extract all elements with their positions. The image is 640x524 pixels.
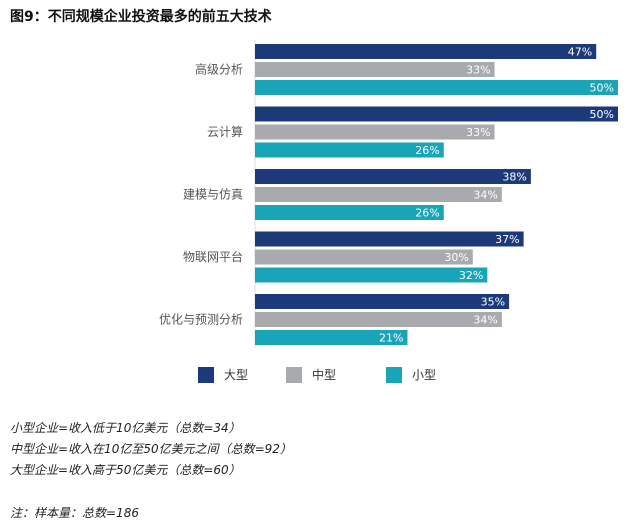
sample-size-note: 注：样本量：总数=186 xyxy=(10,506,139,520)
legend-swatch-small xyxy=(386,366,402,383)
note-medium: 中型企业=收入在10亿至50亿美元之间（总数=92） xyxy=(10,442,292,456)
bar-small-2 xyxy=(255,142,444,158)
bar-medium-3 xyxy=(255,187,502,202)
data-label-medium-4: 30% xyxy=(444,251,468,264)
category-label-4: 物联网平台 xyxy=(183,249,243,264)
data-label-large-1: 47% xyxy=(568,46,592,59)
data-label-medium-5: 34% xyxy=(473,314,497,327)
category-label-2: 云计算 xyxy=(207,124,243,139)
bar-small-1 xyxy=(255,80,618,95)
data-label-medium-2: 33% xyxy=(466,126,490,139)
data-label-large-4: 37% xyxy=(495,233,519,246)
legend-swatch-medium xyxy=(286,366,302,383)
data-label-small-2: 26% xyxy=(415,144,439,157)
bar-large-3 xyxy=(255,169,531,184)
legend-item-medium: 中型 xyxy=(286,366,336,383)
bar-large-4 xyxy=(255,231,524,247)
data-label-large-2: 50% xyxy=(590,108,614,121)
data-label-small-3: 26% xyxy=(415,207,439,220)
legend-swatch-large xyxy=(198,366,214,383)
data-label-medium-1: 33% xyxy=(466,64,490,77)
bar-medium-2 xyxy=(255,124,495,140)
note-small: 小型企业=收入低于10亿美元（总数=34） xyxy=(10,421,241,435)
note-large: 大型企业=收入高于50亿美元（总数=60） xyxy=(10,463,241,477)
bar-small-4 xyxy=(255,267,488,283)
bar-large-2 xyxy=(255,106,618,122)
bar-medium-4 xyxy=(255,249,473,265)
legend-label-small: 小型 xyxy=(412,368,437,382)
data-label-small-1: 50% xyxy=(590,82,614,95)
data-label-large-5: 35% xyxy=(481,296,505,309)
legend-label-medium: 中型 xyxy=(312,368,337,382)
bar-small-5 xyxy=(255,330,408,345)
data-label-large-3: 38% xyxy=(502,171,526,184)
bar-medium-5 xyxy=(255,312,502,327)
bar-chart: 47% 33% 50% 高级分析 50% 33% 26% 云计算 38% 34% 26% 建模与仿真 3… xyxy=(159,40,618,348)
definition-notes: 小型企业=收入低于10亿美元（总数=34） 中型企业=收入在10亿至50亿美元之… xyxy=(10,418,292,481)
bar-medium-1 xyxy=(255,62,495,77)
chart-title: 图9：不同规模企业投资最多的前五大技术 xyxy=(10,9,272,25)
bar-small-3 xyxy=(255,205,444,220)
data-label-small-5: 21% xyxy=(379,332,403,345)
legend-item-large: 大型 xyxy=(198,366,248,383)
data-label-small-4: 32% xyxy=(459,269,483,282)
legend-item-small: 小型 xyxy=(386,366,436,383)
category-label-1: 高级分析 xyxy=(195,62,243,77)
bar-large-5 xyxy=(255,294,510,309)
category-label-5: 优化与预测分析 xyxy=(159,313,243,327)
category-label-3: 建模与仿真 xyxy=(183,188,243,202)
bar-large-1 xyxy=(255,44,597,59)
data-label-medium-3: 34% xyxy=(473,189,497,202)
legend-label-large: 大型 xyxy=(224,368,249,382)
